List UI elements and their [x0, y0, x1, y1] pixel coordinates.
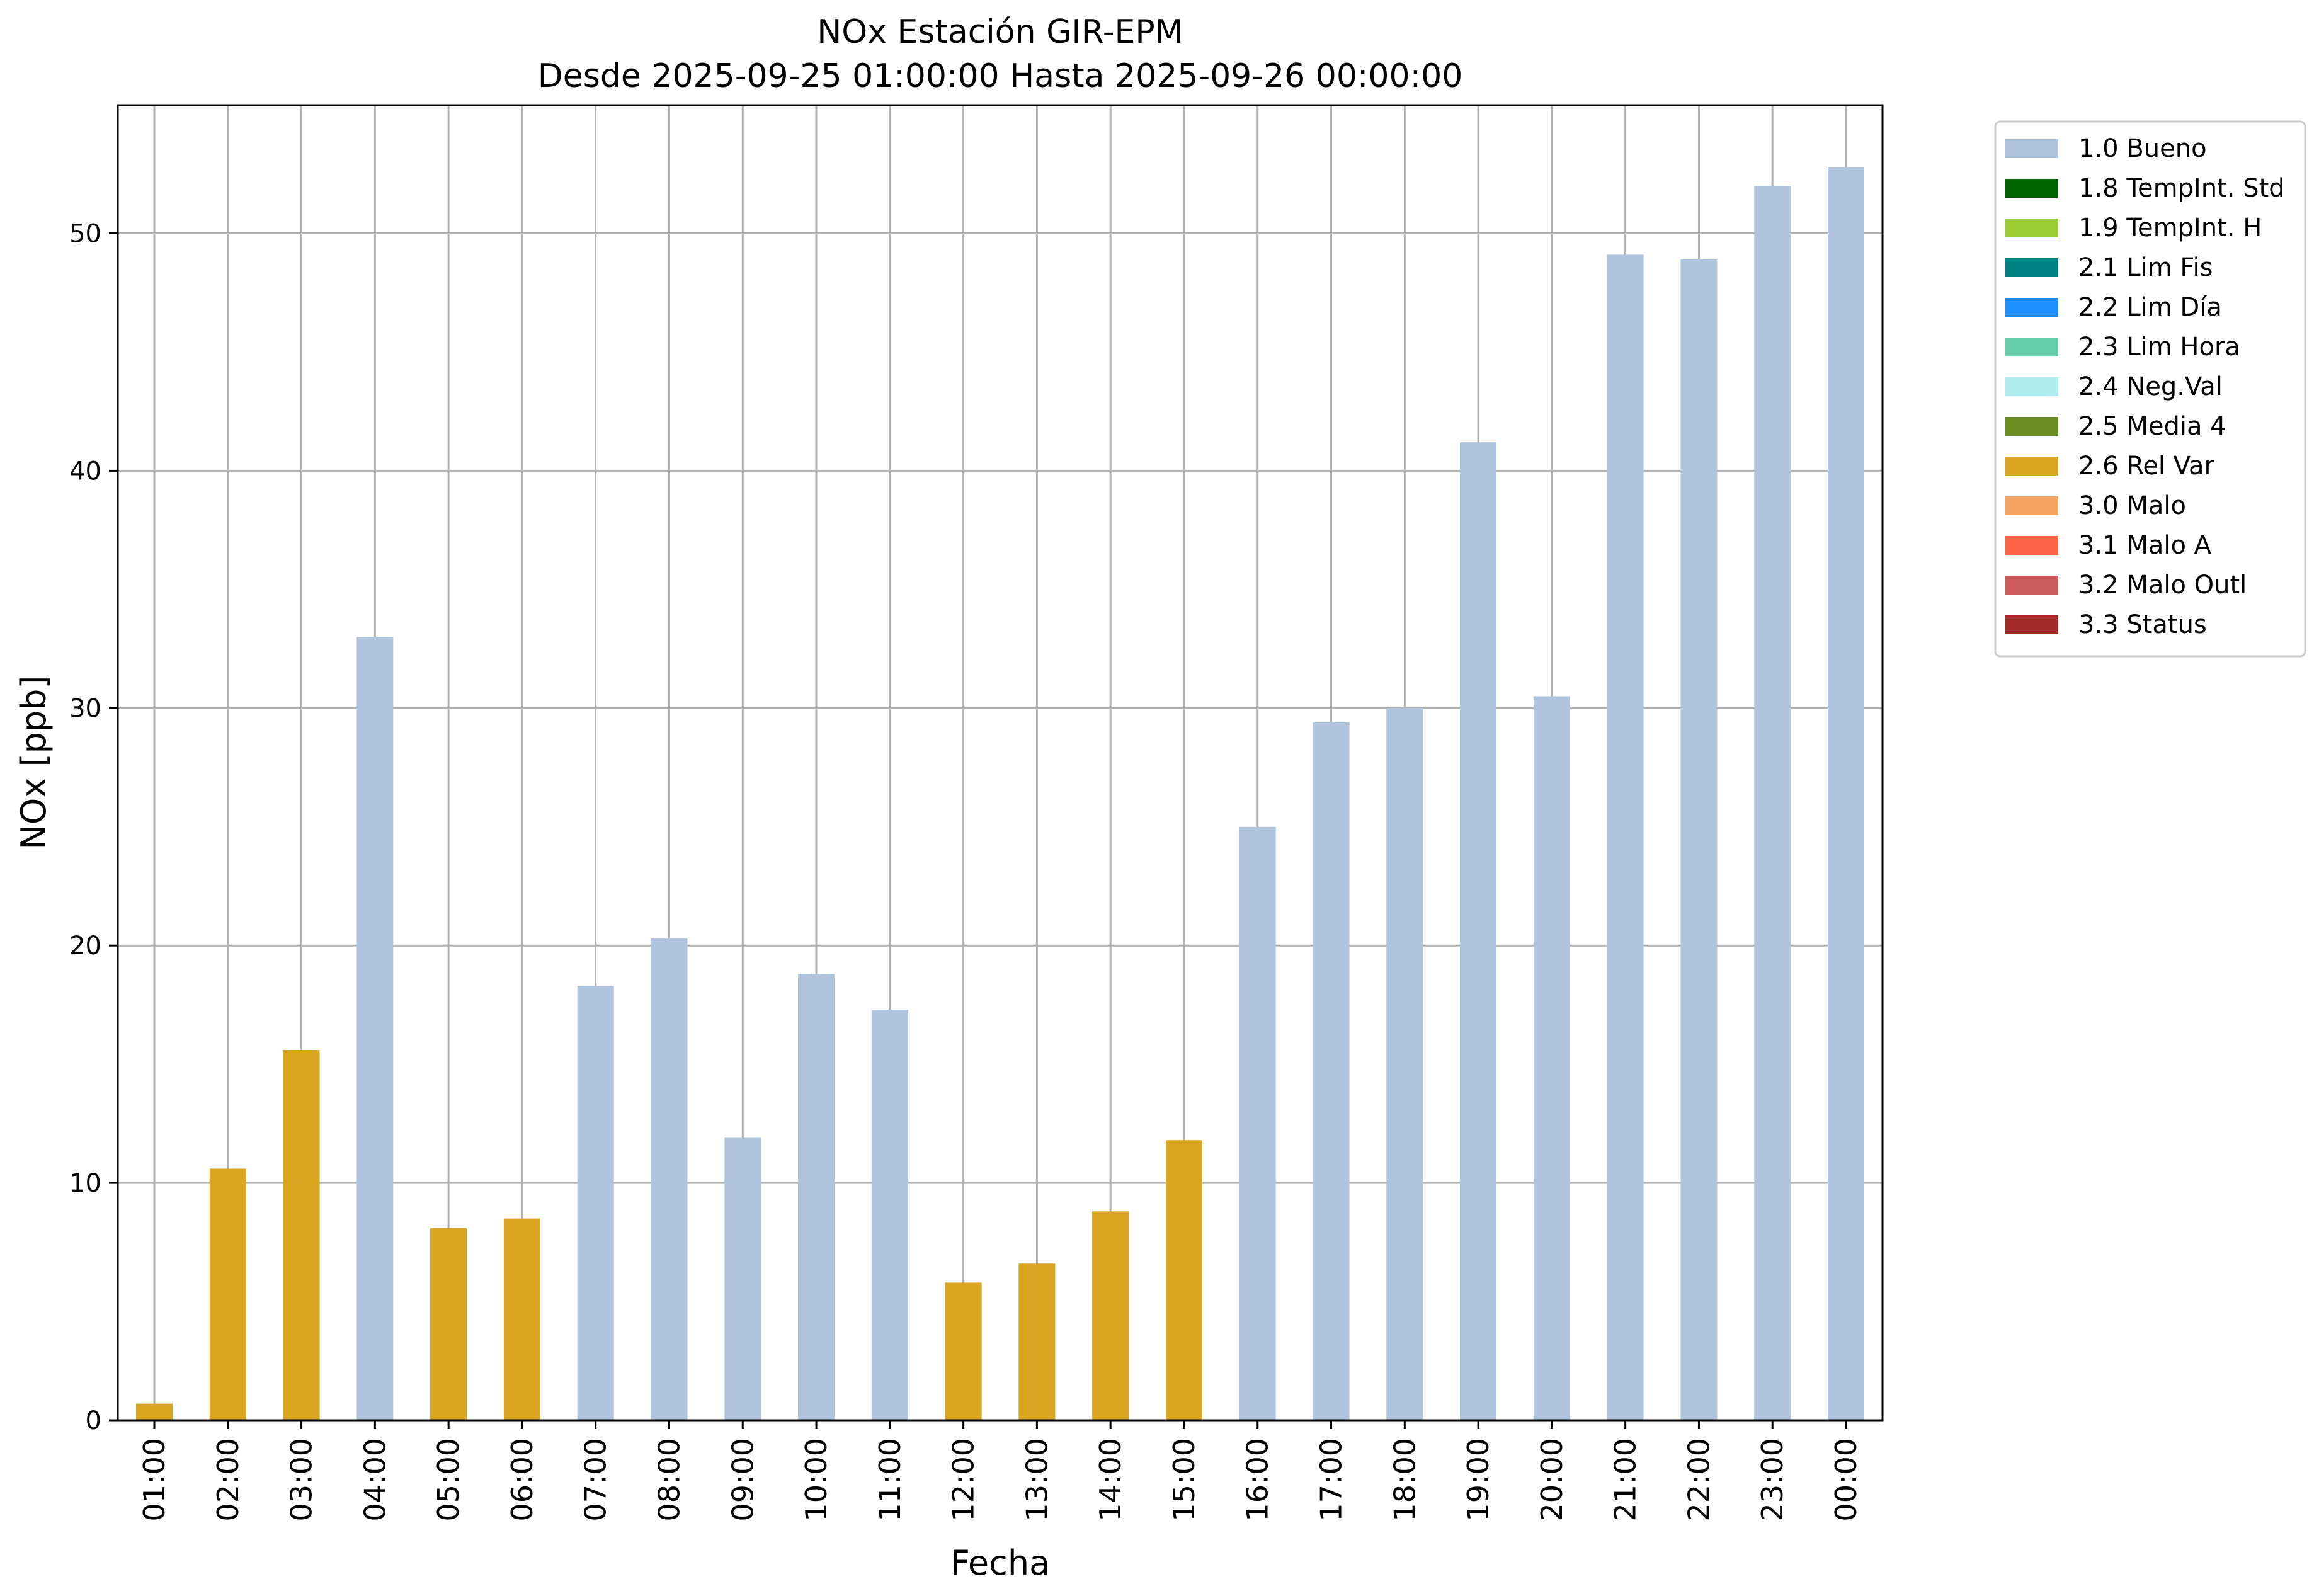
legend-swatch	[2005, 417, 2058, 436]
bar	[1828, 166, 1864, 1420]
x-tick-label: 15:00	[1167, 1438, 1201, 1522]
y-tick-label: 10	[69, 1169, 101, 1198]
legend-swatch	[2005, 338, 2058, 356]
legend-label: 2.6 Rel Var	[2078, 452, 2215, 481]
bar	[1018, 1263, 1056, 1420]
bar	[356, 637, 394, 1420]
legend-swatch	[2005, 219, 2058, 237]
x-tick-label: 11:00	[873, 1438, 907, 1522]
x-tick-label: 02:00	[211, 1438, 245, 1522]
x-tick-label: 14:00	[1093, 1438, 1127, 1522]
y-axis-label: NOx [ppb]	[14, 676, 54, 850]
bar	[798, 974, 835, 1420]
legend-label: 2.5 Media 4	[2078, 412, 2226, 441]
legend-label: 1.9 TempInt. H	[2078, 214, 2262, 242]
bar	[1533, 696, 1570, 1420]
y-tick-label: 30	[69, 694, 101, 723]
bar	[503, 1218, 540, 1420]
bar	[136, 1403, 173, 1420]
x-tick-label: 13:00	[1020, 1438, 1054, 1522]
legend-swatch	[2005, 457, 2058, 476]
bar	[577, 986, 614, 1420]
legend-label: 3.2 Malo Outl	[2078, 571, 2247, 600]
bar	[1754, 186, 1791, 1420]
x-tick-label: 01:00	[137, 1438, 171, 1522]
bar	[1165, 1140, 1202, 1420]
bar	[1386, 708, 1423, 1420]
legend: 1.0 Bueno 1.8 TempInt. Std 1.9 TempInt. H 2…	[1994, 120, 2306, 658]
legend-label: 3.1 Malo A	[2078, 531, 2212, 560]
y-tick-label: 0	[86, 1406, 101, 1435]
bar	[945, 1282, 982, 1420]
legend-label: 1.0 Bueno	[2078, 134, 2207, 163]
y-tick-label: 40	[69, 457, 101, 486]
chart-title: NOx Estación GIR-EPM	[817, 13, 1183, 51]
y-axis: 0 10 20 30 40 50	[69, 220, 118, 1435]
legend-label: 2.3 Lim Hora	[2078, 333, 2240, 362]
x-tick-label: 03:00	[285, 1438, 319, 1522]
legend-swatch	[2005, 179, 2058, 198]
chart-subtitle: Desde 2025-09-25 01:00:00 Hasta 2025-09-…	[538, 57, 1463, 95]
x-tick-label: 04:00	[358, 1438, 392, 1522]
bar	[283, 1050, 320, 1420]
x-tick-label: 10:00	[799, 1438, 833, 1522]
bar	[1607, 254, 1644, 1420]
x-tick-label: 21:00	[1609, 1438, 1643, 1522]
bar	[651, 938, 688, 1420]
y-tick-label: 20	[69, 932, 101, 960]
bar	[871, 1009, 908, 1420]
legend-label: 2.2 Lim Día	[2078, 293, 2222, 322]
legend-swatch	[2005, 576, 2058, 595]
legend-swatch	[2005, 298, 2058, 317]
x-tick-label: 20:00	[1535, 1438, 1569, 1522]
x-tick-label: 23:00	[1755, 1438, 1789, 1522]
legend-swatch	[2005, 496, 2058, 515]
y-tick-label: 50	[69, 220, 101, 249]
x-tick-label: 05:00	[431, 1438, 465, 1522]
x-tick-label: 12:00	[947, 1438, 981, 1522]
bar	[1680, 259, 1718, 1421]
x-tick-label: 17:00	[1314, 1438, 1348, 1522]
legend-swatch	[2005, 536, 2058, 555]
x-tick-label: 22:00	[1682, 1438, 1716, 1522]
legend-label: 3.0 Malo	[2078, 491, 2186, 520]
legend-swatch	[2005, 377, 2058, 396]
x-tick-label: 00:00	[1829, 1438, 1863, 1522]
bar	[209, 1168, 246, 1420]
x-tick-label: 08:00	[652, 1438, 686, 1522]
legend-label: 3.3 Status	[2078, 610, 2207, 639]
bar	[1092, 1211, 1129, 1420]
legend-swatch	[2005, 615, 2058, 634]
x-tick-label: 18:00	[1387, 1438, 1422, 1522]
plot-frame	[117, 104, 1884, 1422]
x-axis-label: Fecha	[950, 1543, 1050, 1583]
x-tick-label: 07:00	[579, 1438, 613, 1522]
x-tick-label: 19:00	[1461, 1438, 1495, 1522]
legend-label: 2.1 Lim Fis	[2078, 253, 2213, 282]
x-tick-label: 16:00	[1241, 1438, 1275, 1522]
x-tick-label: 09:00	[726, 1438, 760, 1522]
bar	[1460, 442, 1497, 1420]
legend-label: 2.4 Neg.Val	[2078, 372, 2223, 401]
legend-label: 1.8 TempInt. Std	[2078, 174, 2285, 203]
bar	[430, 1228, 467, 1420]
bar	[724, 1137, 761, 1420]
legend-swatch	[2005, 258, 2058, 277]
bar	[1239, 826, 1276, 1420]
bar-series	[136, 166, 1864, 1421]
x-axis: 01:00 02:00 03:00 04:00 05:00 06:00 07:00 08:00…	[137, 1420, 1863, 1522]
legend-swatch	[2005, 139, 2058, 158]
legend-box	[1994, 120, 2306, 658]
x-tick-label: 06:00	[505, 1438, 539, 1522]
bar	[1313, 722, 1350, 1420]
